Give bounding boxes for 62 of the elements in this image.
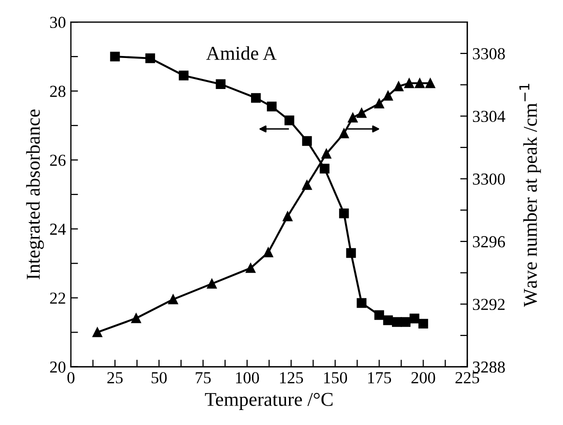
point <box>404 78 414 88</box>
point <box>410 314 420 324</box>
point <box>168 294 178 304</box>
point <box>246 263 256 273</box>
y-tick-label: 30 <box>50 16 66 28</box>
point <box>110 52 120 62</box>
x-tick-label: 225 <box>456 372 480 384</box>
point <box>339 128 349 138</box>
point <box>400 317 410 327</box>
y-tick-label: 26 <box>50 154 66 166</box>
y-axis-title: Integrated absorbance <box>26 110 44 280</box>
point <box>251 93 261 103</box>
point <box>302 136 312 146</box>
x-tick-label: 200 <box>411 372 436 384</box>
point <box>145 53 156 64</box>
point <box>131 313 141 324</box>
y2-tick-label: 3304 <box>472 110 506 122</box>
point <box>383 315 393 326</box>
x-tick-label: 175 <box>368 372 392 384</box>
annotation: Amide A <box>206 46 277 60</box>
x-tick-label: 50 <box>152 372 167 384</box>
point <box>320 164 330 174</box>
point <box>284 115 294 126</box>
y2-tick-label: 3308 <box>472 48 505 60</box>
point <box>92 327 102 338</box>
point <box>322 148 332 159</box>
point <box>207 278 217 289</box>
point <box>346 248 356 258</box>
y-tick-label: 22 <box>50 292 66 304</box>
y-tick-label: 28 <box>50 86 66 97</box>
x-tick-label: 25 <box>107 372 123 384</box>
point <box>414 78 425 88</box>
point <box>178 70 189 80</box>
point <box>425 78 436 88</box>
y2-tick-label: 3292 <box>472 298 505 310</box>
x-tick-label: 100 <box>236 372 259 384</box>
x-tick-label: 75 <box>196 372 211 384</box>
point <box>266 102 277 112</box>
point <box>394 81 404 92</box>
point <box>374 310 384 320</box>
y-tick-label: 24 <box>50 224 66 235</box>
point <box>339 208 349 218</box>
point <box>216 79 226 90</box>
y2-tick-label: 3288 <box>472 361 505 373</box>
point <box>418 318 428 329</box>
point <box>356 108 366 118</box>
point <box>356 298 366 308</box>
x-tick-label: 0 <box>67 372 74 384</box>
y-tick-label: 20 <box>50 361 66 373</box>
point <box>282 212 292 222</box>
x-axis-title: Temperature /°C <box>204 392 333 410</box>
x-tick-label: 125 <box>280 372 303 384</box>
point <box>302 180 312 190</box>
point <box>392 317 402 327</box>
point <box>263 248 274 258</box>
point <box>374 98 384 108</box>
point <box>348 112 358 123</box>
x-tick-label: 150 <box>324 372 348 384</box>
y2-tick-label: 3300 <box>472 173 505 185</box>
y2-axis-title: Wave number at peak /cm$^{−1}$ <box>519 84 541 307</box>
point <box>383 90 393 101</box>
y2-tick-label: 3296 <box>472 236 505 248</box>
